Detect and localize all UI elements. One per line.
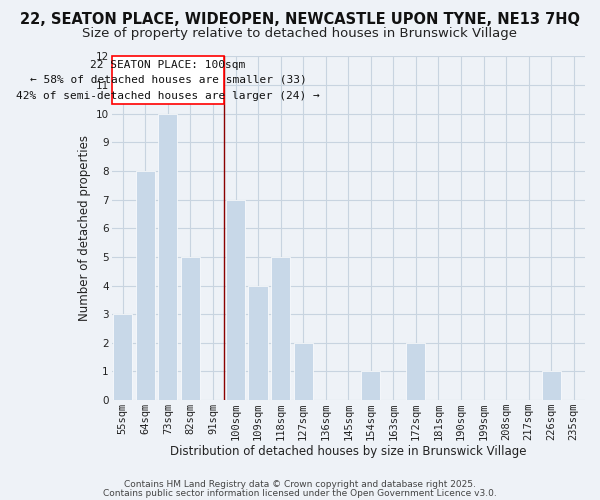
Text: Contains public sector information licensed under the Open Government Licence v3: Contains public sector information licen…: [103, 488, 497, 498]
Text: 22 SEATON PLACE: 100sqm: 22 SEATON PLACE: 100sqm: [90, 60, 245, 70]
Bar: [361, 372, 380, 400]
Bar: [542, 372, 561, 400]
Text: 22, SEATON PLACE, WIDEOPEN, NEWCASTLE UPON TYNE, NE13 7HQ: 22, SEATON PLACE, WIDEOPEN, NEWCASTLE UP…: [20, 12, 580, 28]
Bar: [181, 257, 200, 400]
X-axis label: Distribution of detached houses by size in Brunswick Village: Distribution of detached houses by size …: [170, 444, 527, 458]
Bar: [226, 200, 245, 400]
Y-axis label: Number of detached properties: Number of detached properties: [79, 136, 91, 322]
Bar: [406, 343, 425, 400]
Text: Contains HM Land Registry data © Crown copyright and database right 2025.: Contains HM Land Registry data © Crown c…: [124, 480, 476, 489]
Bar: [158, 114, 178, 400]
Text: ← 58% of detached houses are smaller (33): ← 58% of detached houses are smaller (33…: [29, 75, 306, 85]
Text: 42% of semi-detached houses are larger (24) →: 42% of semi-detached houses are larger (…: [16, 91, 320, 101]
Bar: [293, 343, 313, 400]
Bar: [113, 314, 133, 400]
Text: Size of property relative to detached houses in Brunswick Village: Size of property relative to detached ho…: [83, 28, 517, 40]
Bar: [248, 286, 268, 400]
FancyBboxPatch shape: [112, 56, 224, 104]
Bar: [136, 171, 155, 400]
Bar: [271, 257, 290, 400]
